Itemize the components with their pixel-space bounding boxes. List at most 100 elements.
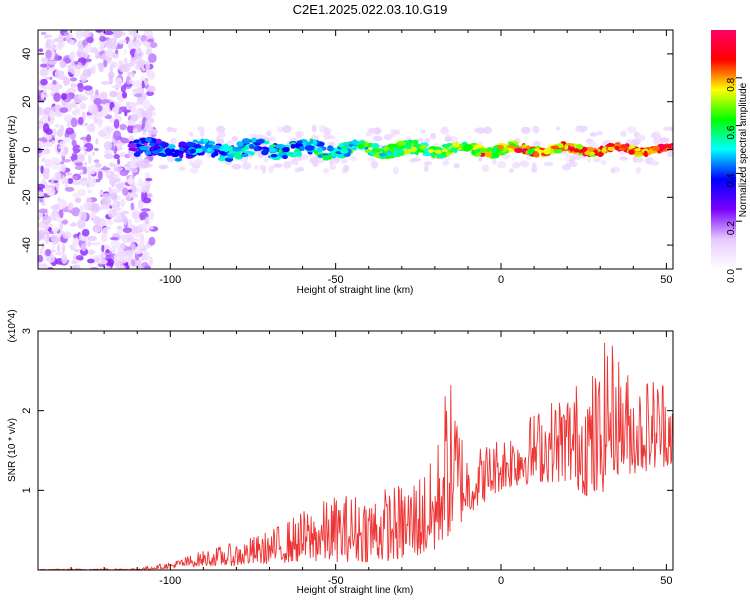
noise-speckle	[93, 216, 101, 226]
noise-speckle	[72, 239, 78, 249]
noise-speckle	[54, 104, 61, 110]
signal-blob	[463, 144, 473, 150]
noise-speckle	[89, 266, 99, 269]
signal-blob	[322, 155, 330, 161]
signal-halo	[294, 130, 305, 137]
noise-speckle	[139, 233, 145, 242]
noise-speckle	[119, 64, 127, 73]
signal-halo	[453, 163, 460, 169]
noise-speckle	[112, 199, 117, 206]
noise-speckle	[113, 154, 120, 160]
noise-speckle	[45, 188, 56, 196]
signal-blob	[232, 146, 242, 152]
noise-speckle	[61, 244, 66, 254]
noise-speckle	[69, 52, 75, 61]
noise-speckle	[88, 241, 92, 247]
signal-blob	[564, 144, 569, 150]
signal-halo	[329, 164, 337, 171]
noise-speckle	[123, 57, 128, 65]
noise-speckle	[118, 60, 124, 66]
noise-speckle	[98, 62, 105, 73]
signal-blob	[643, 150, 648, 156]
noise-speckle	[71, 260, 78, 265]
noise-speckle	[144, 78, 149, 87]
signal-blob	[326, 147, 335, 152]
signal-halo	[383, 134, 392, 141]
noise-speckle	[59, 124, 65, 133]
signal-halo	[569, 155, 576, 164]
noise-speckle	[116, 225, 123, 230]
noise-speckle	[65, 172, 72, 176]
noise-speckle	[39, 248, 43, 255]
signal-blob	[160, 153, 168, 158]
noise-speckle	[145, 48, 152, 56]
noise-speckle	[50, 234, 57, 242]
signal-halo	[511, 163, 518, 169]
noise-speckle	[75, 48, 85, 58]
signal-blob	[269, 148, 276, 152]
signal-blob	[185, 141, 195, 147]
signal-blob	[224, 157, 234, 162]
signal-blob	[434, 149, 442, 154]
signal-blob	[271, 144, 276, 148]
signal-halo	[423, 164, 429, 173]
signal-blob	[601, 147, 606, 154]
signal-blob	[167, 144, 176, 149]
signal-blob	[392, 150, 399, 157]
signal-blob	[133, 152, 141, 157]
signal-halo	[231, 135, 239, 142]
noise-speckle	[52, 128, 57, 138]
signal-halo	[372, 135, 383, 142]
noise-speckle	[117, 158, 121, 165]
noise-speckle	[64, 186, 75, 192]
noise-speckle	[86, 69, 92, 77]
noise-speckle	[63, 57, 72, 64]
noise-speckle	[83, 142, 94, 152]
noise-speckle	[91, 203, 100, 213]
signal-halo	[294, 159, 299, 166]
signal-halo	[424, 137, 430, 144]
noise-speckle	[141, 80, 145, 89]
noise-speckle	[41, 202, 47, 207]
signal-blob	[316, 146, 323, 153]
snr-xtick-label: 50	[660, 575, 672, 587]
signal-blob	[296, 140, 303, 144]
noise-speckle	[72, 192, 80, 198]
noise-speckle	[108, 186, 113, 195]
noise-speckle	[140, 208, 151, 212]
noise-speckle	[114, 101, 121, 109]
noise-speckle	[40, 57, 49, 63]
signal-halo	[322, 168, 330, 174]
noise-speckle	[109, 90, 118, 98]
signal-blob	[314, 150, 319, 155]
noise-speckle	[101, 244, 105, 253]
noise-speckle	[45, 226, 49, 230]
noise-speckle	[53, 226, 60, 232]
noise-speckle	[66, 87, 77, 95]
signal-blob	[427, 148, 434, 154]
signal-blob	[396, 140, 407, 146]
signal-halo	[342, 164, 350, 172]
noise-speckle	[87, 258, 95, 264]
signal-halo	[620, 130, 627, 137]
signal-blob	[633, 151, 643, 155]
noise-speckle	[86, 114, 97, 119]
signal-blob	[210, 145, 221, 150]
noise-speckle	[130, 258, 136, 267]
noise-speckle	[80, 102, 86, 110]
noise-speckle	[38, 229, 45, 240]
noise-speckle	[39, 266, 46, 269]
signal-blob	[202, 138, 209, 143]
noise-speckle	[72, 144, 81, 154]
noise-speckle	[59, 140, 66, 147]
signal-blob	[304, 145, 315, 151]
noise-speckle	[130, 238, 140, 243]
noise-speckle	[108, 247, 117, 252]
noise-speckle	[135, 47, 142, 55]
noise-speckle	[108, 74, 113, 85]
noise-speckle	[105, 258, 115, 267]
noise-speckle	[131, 210, 141, 220]
noise-speckle	[93, 159, 100, 164]
noise-speckle	[68, 209, 79, 214]
signal-blob	[379, 155, 386, 160]
